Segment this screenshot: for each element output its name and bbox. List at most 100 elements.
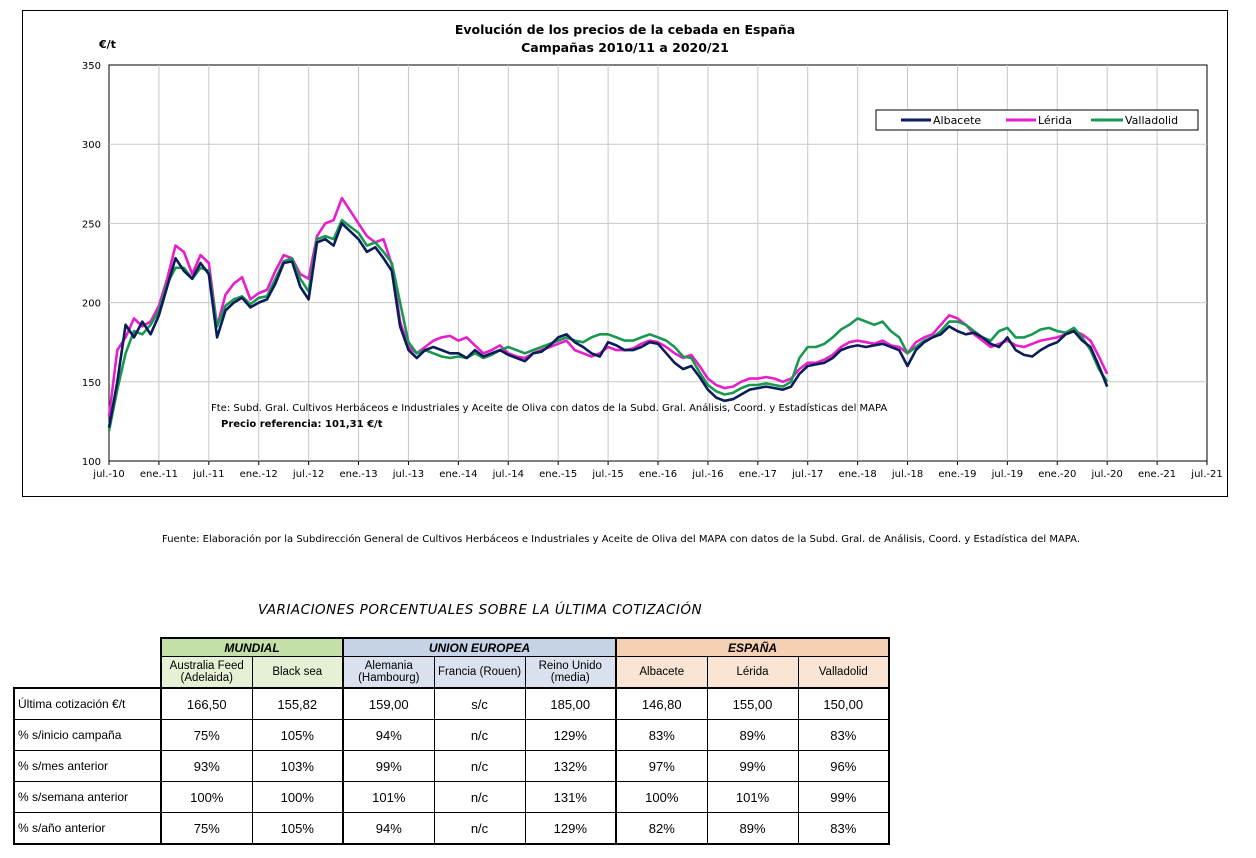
- table-cell: 150,00: [797, 687, 890, 720]
- col-australia: Australia Feed (Adelaida): [160, 656, 253, 689]
- price-chart: 100 150 200 250 300 350 jul.-10 ene.-11 jul.-11 e…: [22, 10, 1228, 497]
- table-cell: 83%: [615, 719, 708, 751]
- table-cell: 185,00: [524, 687, 617, 720]
- y-tick-label: 250: [82, 219, 101, 230]
- x-tick-label: ene.-15: [539, 469, 577, 480]
- table-cell: n/c: [433, 750, 526, 782]
- x-tick-label: ene.-17: [739, 469, 777, 480]
- price-chart-svg: 100 150 200 250 300 350 jul.-10 ene.-11 jul.-11 e…: [82, 22, 1223, 480]
- y-tick-label: 350: [82, 61, 101, 72]
- table-cell: 83%: [797, 812, 890, 845]
- table-cell: 75%: [160, 812, 253, 845]
- group-espana: ESPAÑA: [615, 637, 890, 657]
- col-lerida: Lérida: [706, 656, 799, 689]
- table-cell: 75%: [160, 719, 253, 751]
- row-label: Última cotización €/t: [13, 687, 162, 720]
- table-cell: 129%: [524, 719, 617, 751]
- x-tick-label: ene.-19: [938, 469, 976, 480]
- table-row: Última cotización €/t 166,50 155,82 159,00 s…: [13, 687, 890, 720]
- source-note: Fuente: Elaboración por la Subdirección …: [162, 534, 1081, 545]
- table-cell: 129%: [524, 812, 617, 845]
- x-tick-label: jul.-15: [591, 469, 623, 480]
- x-tick-label: jul.-20: [1090, 469, 1122, 480]
- group-mundial: MUNDIAL: [160, 637, 344, 657]
- chart-legend: Albacete Lérida Valladolid: [875, 109, 1199, 131]
- x-tick-label: jul.-10: [92, 469, 124, 480]
- chart-subtitle: Campañas 2010/11 a 2020/21: [521, 40, 729, 55]
- x-tick-label: jul.-14: [492, 469, 524, 480]
- table-cell: 146,80: [615, 687, 708, 720]
- legend-label-valladolid: Valladolid: [1125, 114, 1178, 127]
- table-row: % s/inicio campaña 75% 105% 94% n/c 129% 83% 89…: [13, 719, 890, 751]
- table-cell: 105%: [251, 812, 344, 845]
- series-line-valladolid: [107, 218, 1109, 432]
- table-cell: n/c: [433, 781, 526, 813]
- row-label: % s/semana anterior: [13, 781, 162, 813]
- y-axis-label: €/t: [98, 38, 116, 51]
- table-title: VARIACIONES PORCENTUALES SOBRE LA ÚLTIMA…: [258, 602, 703, 618]
- table-cell: n/c: [433, 812, 526, 845]
- table-corner: [14, 638, 161, 657]
- col-albacete: Albacete: [615, 656, 708, 689]
- series-line-albacete: [107, 222, 1109, 428]
- x-tick-label: jul.-16: [691, 469, 723, 480]
- annotation-source: Fte: Subd. Gral. Cultivos Herbáceos e In…: [211, 402, 887, 414]
- chart-title: Evolución de los precios de la cebada en…: [455, 22, 795, 37]
- variations-table: MUNDIAL UNION EUROPEA ESPAÑA Australia F…: [13, 637, 890, 845]
- table-cell: 89%: [706, 719, 799, 751]
- y-tick-label: 300: [82, 140, 101, 151]
- x-tick-label: ene.-21: [1138, 469, 1176, 480]
- table-corner-2: [14, 657, 161, 689]
- col-reino-unido: Reino Unido (media): [524, 656, 617, 689]
- table-cell: 103%: [251, 750, 344, 782]
- table-cell: 131%: [524, 781, 617, 813]
- table-cell: 83%: [797, 719, 890, 751]
- table-cell: 105%: [251, 719, 344, 751]
- table-cell: 155,82: [251, 687, 344, 720]
- x-tick-label: ene.-16: [639, 469, 677, 480]
- table-cell: 99%: [706, 750, 799, 782]
- x-tick-label: jul.-11: [192, 469, 224, 480]
- series-line-lerida: [107, 196, 1109, 417]
- x-tick-label: jul.-19: [991, 469, 1023, 480]
- table-row: % s/año anterior 75% 105% 94% n/c 129% 82% 89% 8…: [13, 812, 890, 845]
- legend-label-albacete: Albacete: [933, 114, 981, 127]
- table-cell: 89%: [706, 812, 799, 845]
- legend-label-lerida: Lérida: [1038, 114, 1072, 127]
- x-tick-label: jul.-17: [791, 469, 823, 480]
- row-label: % s/año anterior: [13, 812, 162, 845]
- x-tick-label: jul.-13: [392, 469, 424, 480]
- y-tick-label: 100: [82, 457, 101, 468]
- table-cell: 82%: [615, 812, 708, 845]
- table-cell: 101%: [706, 781, 799, 813]
- table-cell: n/c: [433, 719, 526, 751]
- group-union-europea: UNION EUROPEA: [342, 637, 617, 657]
- y-tick-label: 200: [82, 299, 101, 310]
- x-tick-label: ene.-12: [240, 469, 278, 480]
- table-cell: 94%: [342, 719, 435, 751]
- table-cell: 94%: [342, 812, 435, 845]
- x-tick-label: ene.-14: [439, 469, 477, 480]
- col-valladolid: Valladolid: [797, 656, 890, 689]
- table-cell: 100%: [160, 781, 253, 813]
- table-cell: 100%: [251, 781, 344, 813]
- col-francia: Francia (Rouen): [433, 656, 526, 689]
- row-label: % s/mes anterior: [13, 750, 162, 782]
- table-cell: 97%: [615, 750, 708, 782]
- y-tick-label: 150: [82, 378, 101, 389]
- x-tick-label: ene.-13: [339, 469, 377, 480]
- annotation-reference-price: Precio referencia: 101,31 €/t: [221, 419, 383, 430]
- x-tick-label: jul.-21: [1190, 469, 1222, 480]
- table-cell: 132%: [524, 750, 617, 782]
- table-cell: 93%: [160, 750, 253, 782]
- x-tick-label: jul.-18: [891, 469, 923, 480]
- x-tick-label: jul.-12: [292, 469, 324, 480]
- x-tick-label: ene.-18: [839, 469, 877, 480]
- x-tick-label: ene.-20: [1038, 469, 1076, 480]
- col-black-sea: Black sea: [251, 656, 344, 689]
- table-cell: 166,50: [160, 687, 253, 720]
- table-cell: 100%: [615, 781, 708, 813]
- x-tick-label: ene.-11: [140, 469, 178, 480]
- table-cell: 159,00: [342, 687, 435, 720]
- table-cell: 99%: [342, 750, 435, 782]
